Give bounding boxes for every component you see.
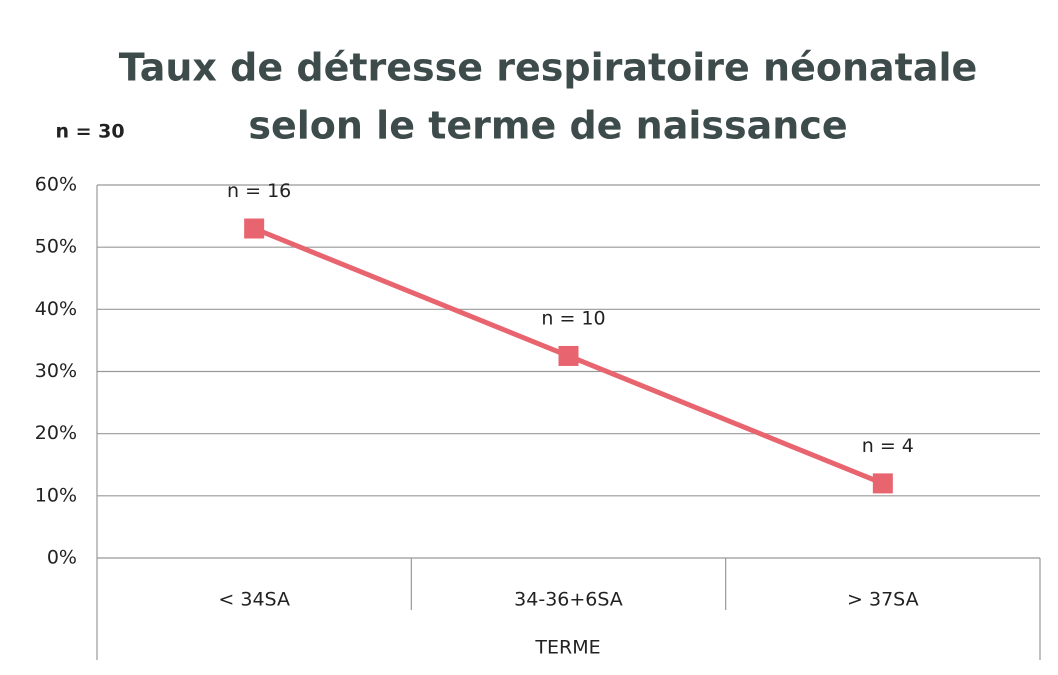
y-tick-label: 30% <box>35 360 77 382</box>
chart-title: Taux de détresse respiratoire néonatale <box>119 46 978 90</box>
point-annotation: n = 10 <box>541 307 605 329</box>
y-tick-label: 40% <box>35 298 77 320</box>
y-tick-label: 0% <box>47 547 77 569</box>
x-axis-label: TERME <box>534 637 600 659</box>
point-annotation: n = 16 <box>227 180 291 202</box>
y-tick-label: 50% <box>35 236 77 258</box>
y-tick-label: 10% <box>35 484 77 506</box>
data-point <box>872 473 893 494</box>
y-tick-label: 20% <box>35 422 77 444</box>
chart-title: selon le terme de naissance <box>248 104 847 148</box>
sample-note: n = 30 <box>55 121 124 143</box>
data-point <box>558 345 579 366</box>
data-point <box>244 218 265 239</box>
x-tick-label: < 34SA <box>218 589 290 611</box>
y-tick-label: 60% <box>35 174 77 196</box>
x-tick-label: > 37SA <box>847 589 919 611</box>
point-annotation: n = 4 <box>862 435 914 457</box>
x-tick-label: 34-36+6SA <box>514 589 623 611</box>
